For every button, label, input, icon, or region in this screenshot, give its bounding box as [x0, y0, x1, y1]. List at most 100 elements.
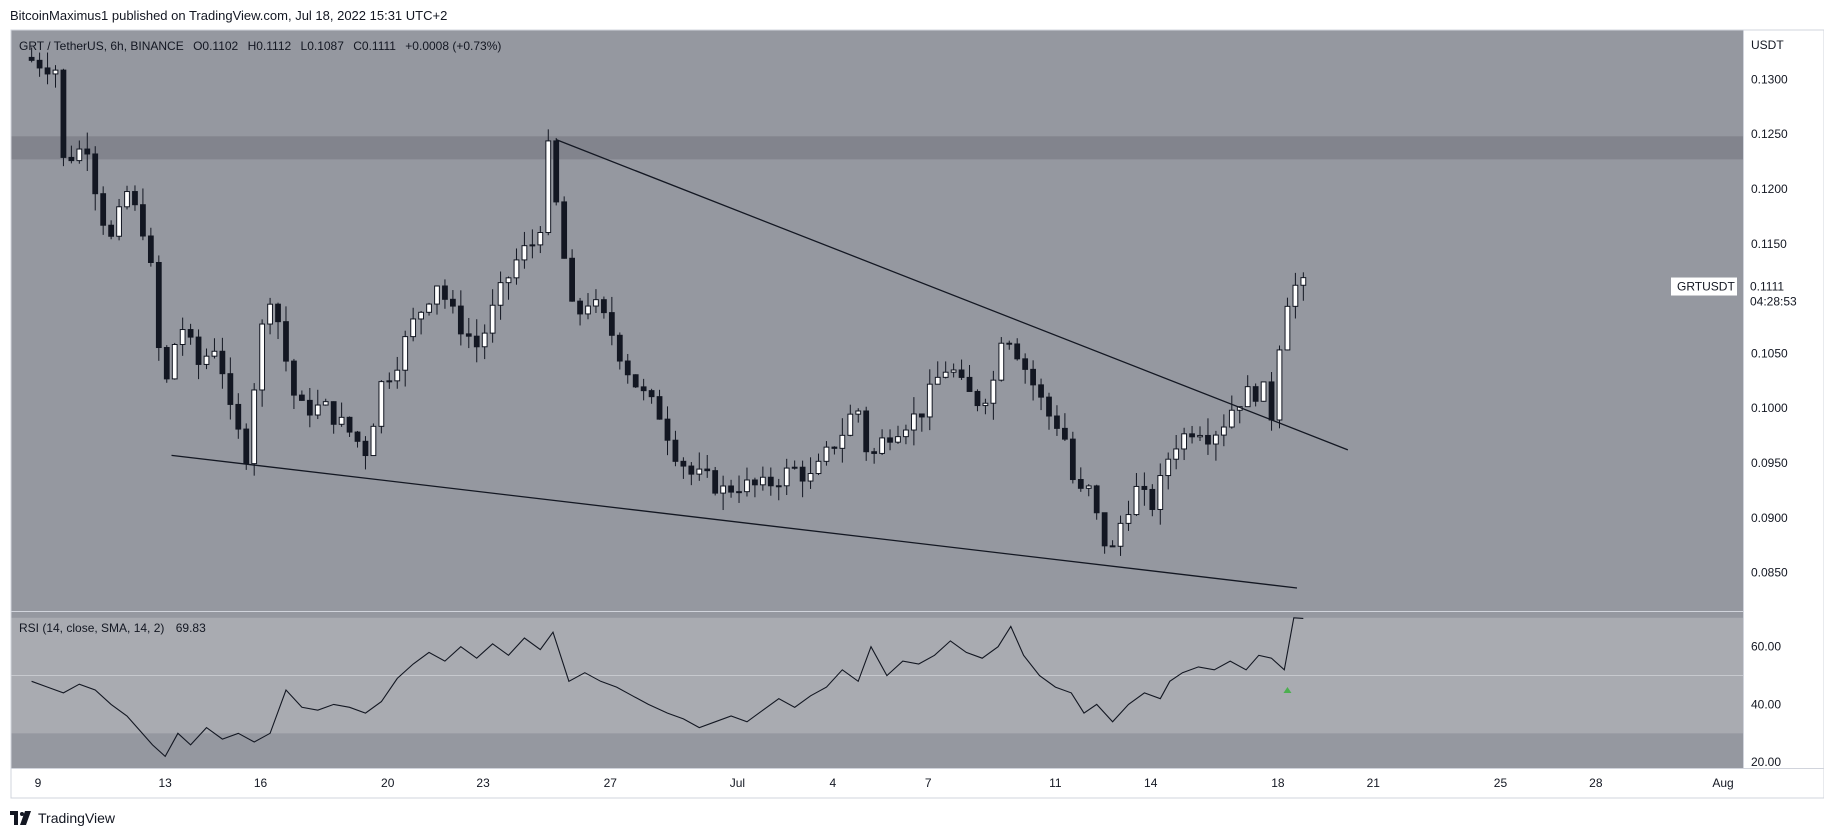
candle-down: [966, 376, 973, 392]
price-axis: 0.13000.12500.12000.11500.11000.10500.10…: [1751, 72, 1788, 579]
candle-up: [744, 479, 750, 493]
candle-down: [1062, 427, 1068, 440]
candle-down: [569, 257, 575, 302]
footer-bar: TradingView: [0, 800, 1824, 837]
candle-down: [306, 399, 313, 416]
price-tick-label: 0.1050: [1751, 346, 1788, 360]
candle-up: [537, 232, 544, 246]
brand-text: TradingView: [38, 810, 116, 826]
candle-up: [791, 466, 798, 469]
candle-up: [696, 468, 703, 475]
time-tick-label: 11: [1049, 776, 1062, 790]
candle-down: [672, 439, 679, 462]
candle-up: [950, 369, 957, 373]
time-tick-label: 20: [381, 776, 395, 790]
candle-up: [1181, 433, 1188, 450]
candle-up: [1165, 458, 1172, 477]
candle-down: [132, 191, 138, 206]
symbol-tag: GRTUSDT: [1677, 280, 1735, 294]
candle-up: [529, 244, 536, 247]
candle-down: [728, 485, 734, 493]
price-pane: [11, 30, 1743, 611]
candle-up: [736, 491, 742, 494]
candle-down: [553, 140, 560, 203]
candle-down: [1252, 386, 1259, 402]
time-tick-label: 18: [1271, 776, 1285, 790]
candle-up: [394, 369, 401, 382]
price-tick-label: 0.1000: [1751, 401, 1788, 415]
candle-down: [195, 336, 202, 365]
candle-down: [291, 360, 297, 396]
time-tick-label: Aug: [1712, 776, 1733, 790]
price-label: GRTUSDT 0.1111 04:28:53: [1671, 277, 1810, 312]
candle-down: [283, 321, 289, 362]
candle-up: [1276, 349, 1283, 421]
candle-down: [640, 386, 647, 392]
candle-down: [632, 374, 639, 388]
price-tag-value: 0.1111: [1750, 280, 1784, 294]
time-tick-label: 7: [925, 776, 932, 790]
candle-down: [704, 468, 711, 472]
candle-up: [759, 476, 766, 486]
descending-resistance-line: [555, 139, 1349, 451]
candle-down: [140, 204, 146, 237]
time-tick-label: 28: [1589, 776, 1603, 790]
candle-down: [473, 335, 480, 348]
candle-up: [593, 299, 599, 307]
candle-down: [457, 305, 464, 335]
price-tick-label: 0.0950: [1751, 456, 1788, 470]
candle-down: [918, 413, 925, 418]
candle-down: [227, 373, 234, 405]
candle-up: [513, 259, 520, 279]
candle-down: [219, 350, 226, 375]
candle-down: [775, 485, 782, 488]
candle-up: [259, 323, 266, 391]
candle-down: [601, 299, 607, 314]
candle-down: [1038, 384, 1044, 398]
price-tick-label: 0.1250: [1751, 127, 1788, 141]
candle-up: [1300, 277, 1307, 286]
candle-down: [68, 156, 75, 162]
candle-down: [1268, 381, 1275, 421]
candle-down: [92, 153, 99, 195]
candle-up: [505, 277, 512, 284]
candle-up: [998, 342, 1005, 381]
rsi-axis: 60.00 40.00 20.00: [1751, 640, 1781, 770]
candle-up: [823, 446, 830, 462]
candle-up: [211, 350, 218, 357]
time-tick-label: 21: [1367, 776, 1381, 790]
candle-up: [1228, 409, 1235, 428]
candle-down: [28, 56, 35, 61]
candle-down: [863, 410, 870, 453]
candle-down: [1109, 545, 1116, 548]
candle-down: [60, 69, 67, 158]
candle-down: [346, 416, 353, 433]
candle-up: [839, 434, 846, 449]
candle-up: [418, 311, 424, 320]
descending-support-line: [171, 454, 1298, 589]
candle-up: [545, 140, 552, 234]
price-tick-label: 0.1200: [1751, 182, 1788, 196]
candle-up: [1292, 284, 1299, 307]
candle-down: [36, 59, 43, 69]
candle-up: [203, 355, 210, 365]
time-tick-label: 4: [829, 776, 836, 790]
candle-up: [124, 191, 130, 208]
candle-up: [521, 245, 528, 261]
candle-up: [426, 303, 432, 313]
time-tick-label: 9: [35, 776, 42, 790]
candle-down: [958, 369, 965, 378]
candle-up: [807, 473, 814, 482]
candle-up: [489, 304, 496, 334]
outer-border: [10, 29, 1824, 799]
candle-up: [116, 206, 122, 237]
candle-down: [616, 334, 623, 362]
candle-down: [100, 193, 107, 226]
chart-canvas[interactable]: 0.13000.12500.12000.11500.11000.10500.10…: [0, 0, 1824, 800]
time-tick-label: 23: [476, 776, 490, 790]
candle-up: [1244, 386, 1251, 408]
candle-up: [314, 404, 321, 416]
candle-down: [163, 347, 170, 380]
tradingview-logo[interactable]: TradingView: [10, 810, 115, 826]
candle-up: [52, 69, 59, 75]
